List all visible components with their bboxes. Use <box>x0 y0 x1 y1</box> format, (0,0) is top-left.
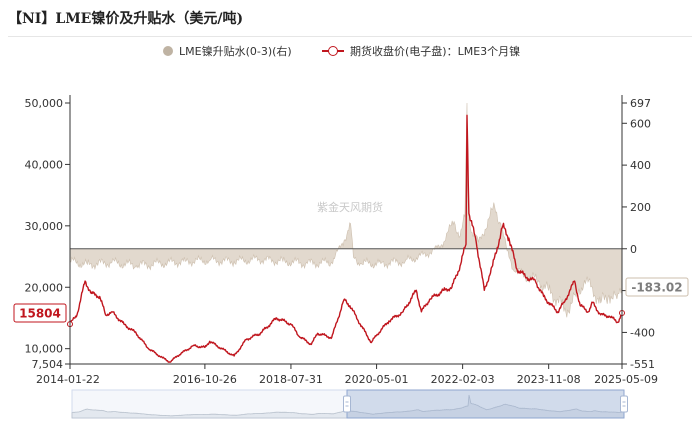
left-tick-label: 30,000 <box>25 220 64 233</box>
spread-flag-label: -183.02 <box>631 281 682 295</box>
left-tick-label: 40,000 <box>25 158 64 171</box>
spread-area <box>69 102 623 318</box>
right-tick-label: 400 <box>630 159 651 172</box>
right-tick-label: -400 <box>630 326 655 339</box>
x-tick-label: 2016-10-26 <box>173 373 237 386</box>
right-tick-label: 600 <box>630 117 651 130</box>
legend-item-spread[interactable]: LME镍升贴水(0-3)(右) <box>163 43 292 59</box>
axes: 7,504 10,000 20,000 30,000 40,000 50,000 -551 -… <box>25 95 658 386</box>
right-tick-label: -551 <box>630 358 655 371</box>
right-tick-label: 697 <box>630 97 651 110</box>
legend-spread-label: LME镍升贴水(0-3)(右) <box>179 45 292 58</box>
title-divider <box>8 36 692 37</box>
spread-flag-box <box>625 277 689 297</box>
legend-item-price[interactable]: 期货收盘价(电子盘)：LME3个月镍 <box>322 43 520 59</box>
spread-series <box>69 102 623 318</box>
x-tick-label: 2022-02-03 <box>431 373 495 386</box>
x-tick-label: 2025-05-09 <box>594 373 658 386</box>
left-tick-label: 20,000 <box>25 281 64 294</box>
legend-price-marker <box>322 46 344 56</box>
price-line <box>69 114 623 363</box>
x-tick-label: 2018-07-31 <box>259 373 323 386</box>
x-tick-label: 2020-05-01 <box>345 373 409 386</box>
latest-value-flags: 15804 -183.02 <box>13 277 689 323</box>
zoom-handle-left[interactable] <box>343 395 351 413</box>
zoom-slider[interactable] <box>71 389 628 419</box>
price-flag-label: 15804 <box>19 307 61 321</box>
x-tick-label: 2014-01-22 <box>36 373 100 386</box>
price-flag-box <box>13 303 67 323</box>
legend-price-label: 期货收盘价(电子盘)：LME3个月镍 <box>350 45 521 58</box>
legend: LME镍升贴水(0-3)(右) 期货收盘价(电子盘)：LME3个月镍 <box>0 41 700 59</box>
left-tick-label: 10,000 <box>25 343 64 356</box>
chart-title: 【NI】LME镍价及升贴水（美元/吨) <box>8 11 244 27</box>
zoom-handle-right[interactable] <box>620 395 628 413</box>
x-tick-label: 2023-11-08 <box>517 373 581 386</box>
left-tick-label: 50,000 <box>25 97 64 110</box>
right-tick-label: 0 <box>630 243 637 256</box>
right-tick-label: 200 <box>630 201 651 214</box>
legend-spread-marker <box>163 46 173 56</box>
zoom-selection <box>346 389 625 419</box>
watermark-text: 紫金天风期货 <box>317 200 383 214</box>
left-tick-label: 7,504 <box>32 358 64 371</box>
